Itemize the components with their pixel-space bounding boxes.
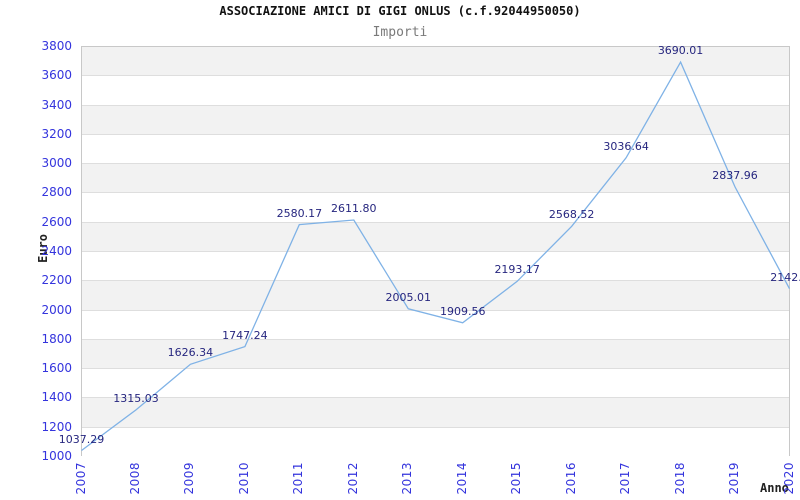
- data-point-label: 1747.24: [222, 328, 268, 342]
- background-band: [82, 252, 789, 282]
- background-band: [82, 222, 789, 252]
- background-band: [82, 193, 789, 223]
- y-gridline: [82, 368, 789, 370]
- data-point-label: 1909.56: [439, 304, 486, 318]
- chart-subtitle: Importi: [372, 25, 428, 40]
- y-gridline: [82, 75, 789, 77]
- data-point-label: 2568.52: [548, 208, 595, 222]
- data-point-label: 1315.03: [113, 391, 159, 405]
- y-tick-label: 1400: [41, 390, 72, 405]
- y-tick-label: 3000: [41, 156, 72, 171]
- x-tick-label: 2008: [127, 462, 142, 495]
- y-gridline: [82, 280, 789, 282]
- data-point-label: 2142.7: [770, 270, 800, 284]
- y-gridline: [82, 104, 789, 106]
- y-tick-label: 2600: [41, 214, 72, 229]
- y-gridline: [82, 163, 789, 165]
- y-tick-label: 3400: [41, 97, 72, 112]
- y-tick-label: 2800: [41, 185, 72, 200]
- y-tick-label: 3200: [41, 126, 72, 141]
- chart-title: ASSOCIAZIONE AMICI DI GIGI ONLUS (c.f.92…: [219, 4, 581, 18]
- x-tick-label: 2019: [727, 462, 742, 495]
- x-tick-label: 2011: [291, 462, 306, 495]
- y-tick-label: 1000: [41, 449, 72, 463]
- y-gridline: [82, 133, 789, 135]
- x-tick-label: 2010: [236, 462, 251, 495]
- x-axis-title: Anno: [760, 481, 789, 495]
- data-point-label: 3036.64: [603, 139, 649, 153]
- x-tick-label: 2007: [73, 462, 88, 495]
- background-band: [82, 105, 789, 135]
- x-tick-label: 2014: [454, 462, 469, 495]
- plot-area: [81, 46, 790, 457]
- background-band: [82, 281, 789, 311]
- y-gridline: [82, 309, 789, 311]
- data-point-label: 1626.34: [167, 346, 214, 360]
- x-tick-label: 2016: [563, 462, 578, 495]
- y-tick-label: 2400: [41, 244, 72, 258]
- data-point-label: 2837.96: [712, 168, 758, 182]
- background-band: [82, 164, 789, 194]
- y-gridline: [82, 251, 789, 252]
- data-point-label: 1037.29: [58, 432, 105, 446]
- data-point-label: 2005.01: [385, 290, 432, 304]
- y-tick-label: 2000: [41, 302, 72, 317]
- y-tick-label: 1800: [41, 331, 72, 346]
- y-gridline: [82, 426, 789, 428]
- background-band: [82, 427, 789, 457]
- x-tick-label: 2017: [618, 462, 633, 495]
- y-tick-label: 1200: [41, 419, 72, 434]
- y-tick-label: 1600: [41, 361, 72, 376]
- x-tick-label: 2015: [509, 462, 524, 495]
- background-band: [82, 134, 789, 165]
- x-tick-label: 2020: [781, 462, 796, 495]
- x-tick-label: 2013: [400, 462, 415, 495]
- y-gridline: [82, 338, 789, 340]
- background-band: [82, 398, 789, 428]
- y-tick-label: 3800: [41, 39, 72, 53]
- background-band: [82, 76, 789, 106]
- y-gridline: [82, 221, 789, 223]
- background-band: [82, 310, 789, 340]
- data-point-label: 2193.17: [494, 263, 540, 277]
- data-point-label: 3690.01: [657, 44, 704, 58]
- x-tick-label: 2012: [345, 462, 360, 495]
- data-point-label: 2611.80: [331, 201, 377, 215]
- background-band: [82, 369, 789, 399]
- x-tick-label: 2018: [672, 462, 687, 495]
- y-tick-label: 2200: [41, 273, 72, 288]
- y-tick-label: 3600: [41, 68, 72, 83]
- x-tick-label: 2009: [182, 462, 197, 495]
- y-gridline: [82, 192, 789, 194]
- data-point-label: 2580.17: [276, 206, 323, 220]
- y-gridline: [82, 397, 789, 399]
